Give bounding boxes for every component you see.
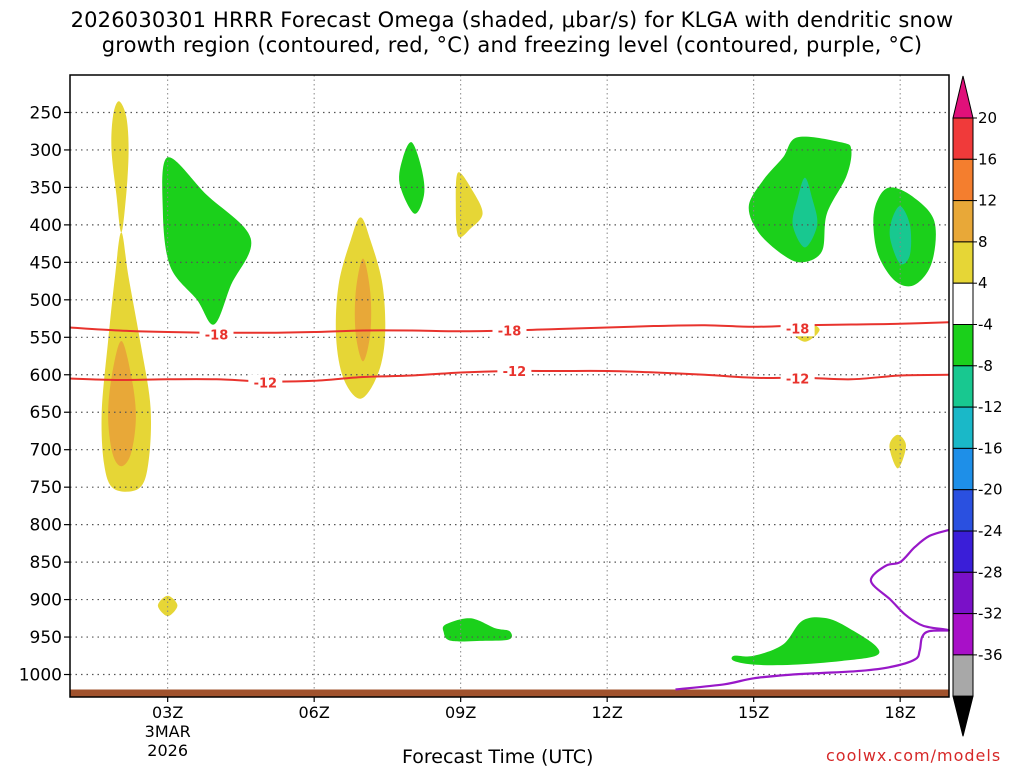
x-tick-label-12Z: 12Z <box>592 703 623 722</box>
colorbar-swatch-1 <box>952 158 974 202</box>
colorbar-label--32: -32 <box>978 605 1003 623</box>
colorbar-swatch-4 <box>952 282 974 326</box>
contour-label-bg--12-0 <box>248 374 283 391</box>
contour-label--18-1: -18 <box>498 325 522 340</box>
omega-region-green-0930-surface <box>442 618 512 642</box>
omega-region-yellow-column-upper <box>111 101 129 233</box>
x-tick-label-06Z: 06Z <box>299 703 330 722</box>
omega-region-yellow-diamond-0300 <box>157 595 178 617</box>
freezing-level-layer <box>675 528 951 691</box>
y-tick-label-250: 250 <box>30 103 62 123</box>
chart-title: 2026030301 HRRR Forecast Omega (shaded, … <box>0 8 1024 58</box>
chart-title-line-2: growth region (contoured, red, °C) and f… <box>101 33 923 57</box>
colorbar-label--4: -4 <box>978 316 993 334</box>
colorbar-label-8: 8 <box>978 233 988 251</box>
y-tick-label-750: 750 <box>30 478 62 498</box>
omega-region-green-1600-surface <box>731 617 880 666</box>
colorbar-swatch-5 <box>952 324 974 367</box>
omega-region-orange-0700 <box>354 258 372 362</box>
contour-label-bg--18-1 <box>492 322 527 339</box>
x-tick-label-15Z: 15Z <box>738 703 769 722</box>
x-tick-year-03Z: 2026 <box>147 741 188 760</box>
colorbar-label--28: -28 <box>978 563 1003 581</box>
omega-region-orange-lower <box>108 341 136 467</box>
omega-region-yellow-diamond-1800 <box>889 434 906 469</box>
omega-region-green-0800 <box>399 142 425 214</box>
x-tick-label-03Z: 03Z <box>152 703 183 722</box>
colorbar-swatch-6 <box>952 365 974 408</box>
chart-title-line-1: 2026030301 HRRR Forecast Omega (shaded, … <box>70 8 954 32</box>
freezing-level-line <box>675 528 951 691</box>
contour-label--18-2: -18 <box>786 322 810 337</box>
colorbar-label--12: -12 <box>978 398 1003 416</box>
colorbar-swatch-13 <box>952 654 974 697</box>
x-tick-label-09Z: 09Z <box>445 703 476 722</box>
y-tick-label-600: 600 <box>30 366 62 386</box>
contour-label--18-0: -18 <box>205 328 229 343</box>
colorbar-label-16: 16 <box>978 150 997 168</box>
colorbar-label--20: -20 <box>978 481 1003 499</box>
x-tick-label-18Z: 18Z <box>885 703 916 722</box>
colorbar-swatch-8 <box>952 447 974 491</box>
omega-region-teal-1600 <box>792 177 818 248</box>
colorbar-swatch-12 <box>952 613 974 656</box>
y-tick-label-800: 800 <box>30 516 62 536</box>
colorbar-label--16: -16 <box>978 439 1003 457</box>
y-tick-label-450: 450 <box>30 253 62 273</box>
omega-region-teal-1800 <box>889 206 912 265</box>
omega-region-green-0330-0400 <box>162 157 252 325</box>
colorbar-swatch-3 <box>952 241 974 284</box>
colorbar-swatch-10 <box>952 530 974 573</box>
contour-label--12-0: -12 <box>254 376 278 391</box>
y-tick-label-400: 400 <box>30 216 62 236</box>
colorbar-label-20: 20 <box>978 109 997 127</box>
colorbar-swatch-7 <box>952 406 974 449</box>
ground-strip <box>70 689 949 697</box>
x-tick-date-03Z: 3MAR <box>145 722 191 741</box>
colorbar-swatch-11 <box>952 571 974 615</box>
x-axis-label: Forecast Time (UTC) <box>402 746 594 768</box>
contour-label-bg--12-1 <box>497 363 532 380</box>
contour-label-bg--18-2 <box>780 320 815 337</box>
colorbar-swatch-9 <box>952 489 974 532</box>
y-tick-label-350: 350 <box>30 178 62 198</box>
contour-label--12-1: -12 <box>503 365 527 380</box>
y-tick-label-300: 300 <box>30 141 62 161</box>
colorbar-label--36: -36 <box>978 646 1003 664</box>
y-tick-label-550: 550 <box>30 328 62 348</box>
temperature-contour-layer: -18 -18 -18 -12 -12 -12 <box>69 320 950 391</box>
credit-link[interactable]: coolwx.com/models <box>826 746 1002 765</box>
plot-frame <box>69 74 950 698</box>
colorbar-label-4: 4 <box>978 274 988 292</box>
colorbar-swatch-2 <box>952 200 974 243</box>
y-tick-label-650: 650 <box>30 403 62 423</box>
colorbar-label-12: 12 <box>978 192 997 210</box>
colorbar-bottom-arrow <box>952 695 974 737</box>
y-tick-label-700: 700 <box>30 441 62 461</box>
y-tick-label-950: 950 <box>30 628 62 648</box>
colorbar-swatch-0 <box>952 117 974 160</box>
y-axis: 250 300 350 400 450 500 550 600 650 700 750 800 850 9… <box>19 103 70 686</box>
y-tick-label-1000: 1000 <box>19 666 62 686</box>
contour-label--12-2: -12 <box>786 373 810 388</box>
y-tick-label-850: 850 <box>30 553 62 573</box>
contour-label-bg--18-0 <box>199 326 234 343</box>
colorbar-label--24: -24 <box>978 522 1003 540</box>
colorbar: 20 16 12 8 4 -4 -8 -12 -16 -20 -24 -28 -32 -36 <box>952 75 1003 737</box>
colorbar-label--8: -8 <box>978 357 993 375</box>
colorbar-top-arrow <box>952 75 974 119</box>
y-tick-label-900: 900 <box>30 591 62 611</box>
y-tick-label-500: 500 <box>30 291 62 311</box>
omega-region-yellow-0900 <box>455 172 483 238</box>
contour-label-bg--12-2 <box>780 370 815 387</box>
